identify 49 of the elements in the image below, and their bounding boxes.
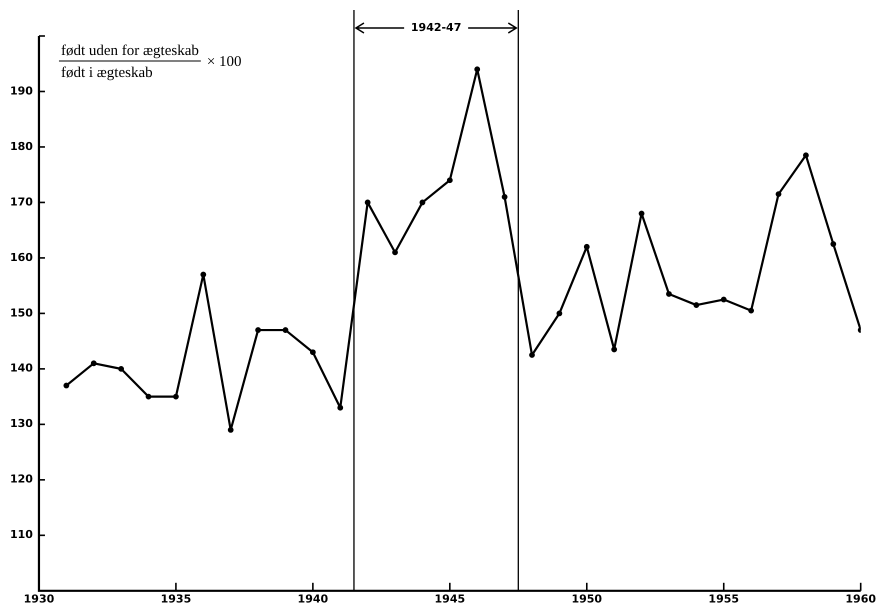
y-tick-label: 180: [10, 140, 34, 153]
point: [502, 194, 508, 200]
point: [776, 191, 782, 198]
point: [556, 310, 562, 316]
x-tick-label: 1960: [845, 592, 876, 606]
point: [474, 66, 480, 72]
y-tick-label: 110: [10, 528, 34, 542]
point: [146, 394, 152, 400]
point: [830, 241, 836, 247]
x-tick-label: 1955: [708, 592, 740, 606]
point: [228, 427, 234, 433]
annotation: × 100: [206, 54, 242, 70]
x-tick-label: 1930: [24, 592, 55, 606]
point: [392, 249, 398, 256]
point: [255, 327, 261, 333]
point: [529, 352, 535, 358]
point: [90, 360, 97, 366]
x-tick-label: 1935: [160, 592, 192, 606]
x-tick-label: 1940: [298, 592, 329, 606]
point: [118, 366, 124, 372]
x-tick-label: 1950: [571, 592, 602, 606]
annotation: født i ægteskab: [60, 65, 153, 81]
point: [282, 327, 288, 333]
point: [666, 291, 672, 297]
annotation: født uden for ægteskab: [60, 43, 199, 59]
y-tick-label: 170: [10, 195, 34, 208]
y-tick-label: 190: [10, 84, 34, 98]
point: [803, 152, 809, 158]
point: [63, 382, 70, 388]
y-tick-label: 130: [10, 417, 34, 430]
point: [420, 200, 426, 206]
point: [200, 272, 206, 278]
point: [337, 404, 344, 411]
point: [611, 346, 618, 352]
point: [693, 302, 700, 308]
point: [638, 210, 644, 216]
y-tick-label: 150: [10, 306, 34, 320]
point: [446, 177, 453, 184]
point: [310, 349, 316, 356]
point: [364, 200, 371, 206]
point: [748, 308, 754, 314]
y-tick-label: 140: [10, 362, 34, 375]
point: [173, 394, 179, 400]
y-tick-label: 120: [10, 472, 34, 486]
point: [720, 296, 727, 302]
x-tick-label: 1945: [434, 592, 466, 606]
y-tick-label: 160: [10, 250, 34, 264]
text: 1942-47: [410, 20, 462, 34]
point: [584, 244, 590, 250]
